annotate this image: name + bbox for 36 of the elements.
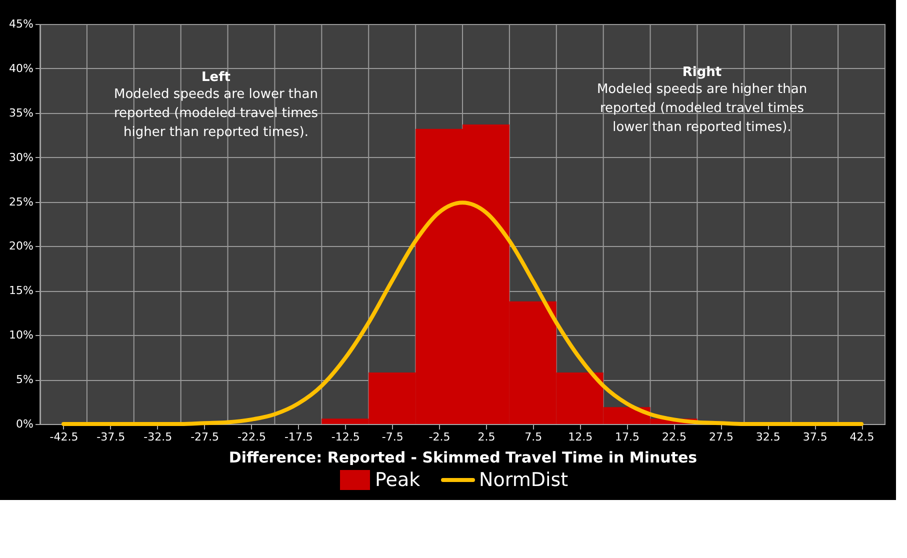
x-tick-label: 32.5 [756, 430, 780, 444]
line-series [61, 200, 864, 426]
annotation: Right [682, 65, 722, 80]
annotation: Left [202, 70, 230, 85]
y-tick-label: 5% [16, 373, 34, 386]
x-tick-label: 42.5 [850, 430, 874, 444]
annotation: Modeled speeds are lower than reported (modeled travel times higher than reported times). [114, 87, 318, 140]
y-tick-label: 45% [9, 18, 34, 30]
y-tick-label: 20% [9, 240, 34, 253]
y-tick-label: 15% [9, 284, 34, 298]
y-tick-label: 30% [9, 150, 34, 164]
x-tick-label: 27.5 [708, 430, 734, 444]
y-tick-label: 0% [16, 418, 34, 430]
x-tick-label: -42.5 [50, 430, 78, 444]
x-tick-label: -22.5 [238, 430, 266, 444]
x-tick-label: -32.5 [144, 430, 172, 444]
legend-label: Peak [375, 469, 420, 491]
x-tick-label: -7.5 [382, 430, 404, 444]
y-tick-label: 25% [9, 195, 34, 208]
x-tick-label: 2.5 [478, 430, 496, 444]
y-tick-label: 10% [9, 328, 34, 342]
x-tick-label: 22.5 [662, 430, 686, 444]
legend-label: NormDist [479, 469, 568, 491]
x-tick-label: -27.5 [190, 430, 220, 444]
x-tick-label: -2.5 [428, 430, 450, 444]
x-tick-label: 17.5 [615, 430, 640, 444]
x-tick-label: -17.5 [284, 430, 313, 444]
annotation: Modeled speeds are higher than reported (modeled travel times lower than reported times). [596, 82, 808, 135]
x-tick-label: 7.5 [524, 430, 542, 444]
x-tick-label: -12.5 [331, 430, 360, 444]
x-tick-label: 37.5 [802, 430, 828, 444]
x-tick-label: 12.5 [568, 430, 593, 444]
x-axis-title: Difference: Reported - Skimmed Travel Time in Minutes [228, 448, 698, 466]
x-tick-label: -37.5 [96, 430, 126, 444]
y-tick-label: 40% [9, 62, 34, 75]
y-tick-label: 35% [9, 106, 34, 120]
